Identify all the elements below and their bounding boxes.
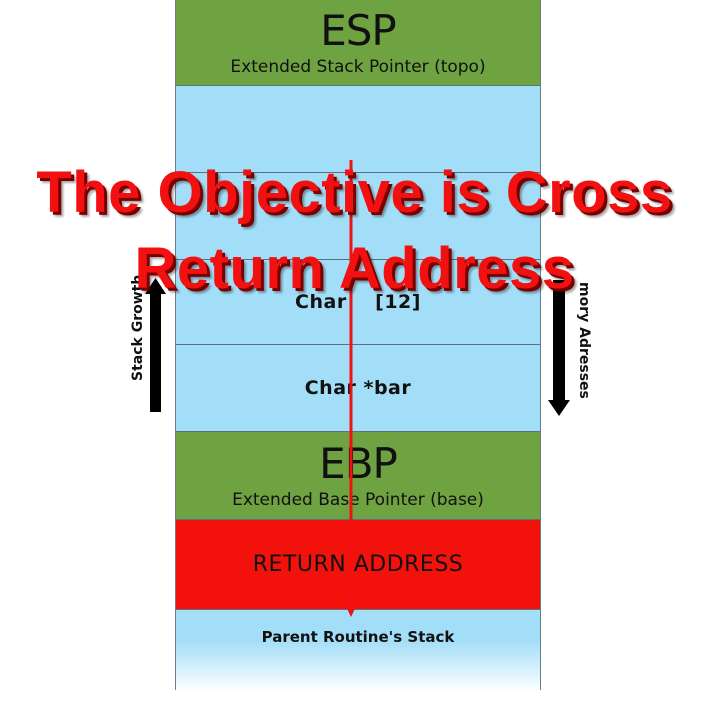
char-array-label: Char [12] bbox=[295, 291, 421, 313]
char-bar-block: Char *bar bbox=[176, 345, 540, 432]
memory-addresses-arrow-icon bbox=[548, 280, 570, 416]
char-bar-label: Char *bar bbox=[304, 377, 412, 399]
esp-title: ESP bbox=[320, 5, 397, 55]
stack-slot-2 bbox=[176, 173, 540, 260]
esp-block: ESP Extended Stack Pointer (topo) bbox=[176, 0, 540, 86]
return-address-label: RETURN ADDRESS bbox=[252, 552, 464, 577]
overflow-arrow-icon bbox=[343, 160, 359, 617]
esp-subtitle: Extended Stack Pointer (topo) bbox=[230, 56, 486, 77]
stack-growth-arrow-icon bbox=[145, 278, 166, 412]
ebp-block: EBP Extended Base Pointer (base) bbox=[176, 432, 540, 520]
overlay-title-line1: The Objective is Cross bbox=[36, 160, 673, 225]
bottom-fade bbox=[176, 640, 540, 692]
stack-diagram: ESP Extended Stack Pointer (topo) Char [… bbox=[175, 0, 541, 692]
char-array-block: Char [12] bbox=[176, 260, 540, 345]
overlay-title-line2: Return Address bbox=[134, 236, 575, 301]
ebp-subtitle: Extended Base Pointer (base) bbox=[232, 489, 484, 510]
return-address-block: RETURN ADDRESS bbox=[176, 520, 540, 610]
ebp-title: EBP bbox=[319, 438, 398, 488]
stack-slot-1 bbox=[176, 86, 540, 173]
